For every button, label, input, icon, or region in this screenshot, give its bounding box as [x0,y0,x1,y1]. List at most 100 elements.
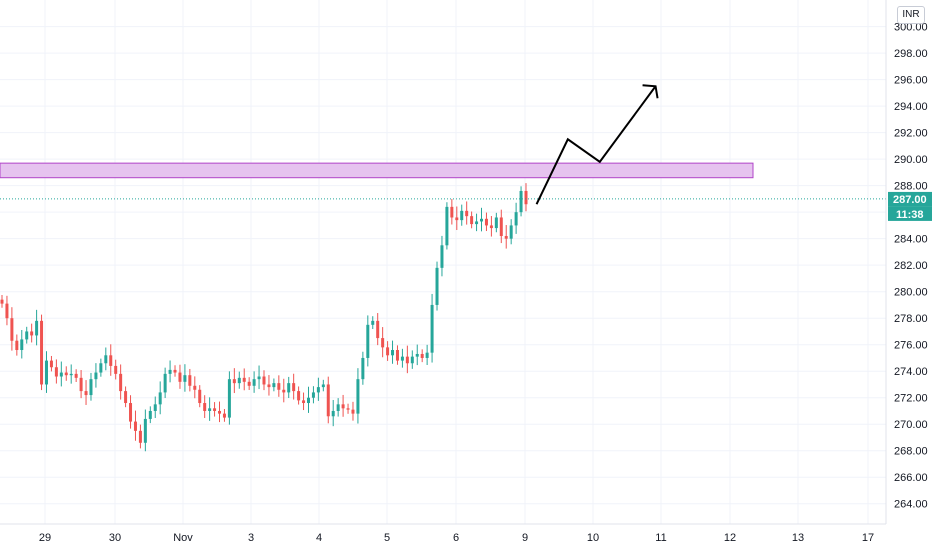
y-tick-label: 298.00 [894,48,928,60]
candle-body [484,218,488,226]
candle-body [306,397,310,404]
candle-body [519,190,523,213]
candle-body [203,403,207,411]
candle-body [356,379,360,414]
candle-body [415,353,419,357]
y-tick-label: 290.00 [894,154,928,166]
currency-label[interactable]: INR [897,6,925,24]
candle-body [371,320,375,325]
candlestick-series [0,183,528,452]
x-tick-label: 9 [522,532,528,544]
candle-body [376,320,380,339]
candle-body [74,373,78,378]
candle-body [10,318,14,341]
candle-body [158,392,162,405]
y-tick-label: 294.00 [894,101,928,113]
price-axis[interactable]: 264.00 266.00 268.00 270.00 272.00 274.00 276.… [885,0,932,524]
candle-body [425,352,429,358]
candle-body [450,206,454,218]
candle-body [138,430,142,443]
candle-body [262,376,266,385]
candle-body [173,369,177,373]
candle-body [69,373,73,376]
candle-body [99,363,103,373]
y-tick-label: 300.00 [894,22,928,34]
candle-body [124,391,128,404]
candle-body [198,389,202,404]
resistance-zone-layer [0,162,754,179]
candle-body [227,379,231,418]
candle-body [435,267,439,305]
x-tick-label: 11 [655,532,666,544]
candle-body [242,377,246,382]
candle-body [168,369,172,374]
candle-body [25,331,29,340]
y-tick-label: 288.00 [894,181,928,193]
candle-body [35,320,39,336]
resistance-zone [0,162,754,179]
candle-body [79,377,83,392]
y-tick-label: 264.00 [894,499,928,511]
arrow-head [642,84,659,99]
x-tick-label: 30 [109,532,121,544]
candle-body [336,404,340,411]
candle-body [59,372,63,377]
candle-body [277,383,281,390]
y-tick-label: 268.00 [894,446,928,458]
candle-body [509,225,513,239]
x-tick-label: 29 [39,532,51,544]
candle-body [267,384,271,388]
candle-body [311,392,315,398]
candle-body [257,376,261,380]
candle-body [148,410,152,419]
candle-body [292,383,296,392]
time-axis[interactable]: 29 30 Nov 3 4 5 6 9 10 11 12 13 17 [0,523,886,544]
candle-body [272,383,276,388]
y-tick-label: 266.00 [894,472,928,484]
x-tick-label: 13 [792,532,804,544]
x-tick-label: 6 [453,532,459,544]
candle-body [94,372,98,380]
candle-body [420,353,424,358]
candle-body [89,379,93,396]
candle-body [109,355,113,366]
candle-body [445,206,449,246]
candle-body [178,372,182,382]
candle-body [232,379,236,384]
candle-body [237,377,241,384]
candle-body [440,245,444,268]
candle-body [410,356,414,364]
y-tick-label: 284.00 [894,234,928,246]
candle-body [15,340,19,351]
x-tick-label: 17 [862,532,874,544]
last-price-value: 287.00 [893,194,927,206]
candle-body [302,400,306,404]
candle-body [504,236,508,239]
candle-body [44,360,48,385]
y-tick-label: 278.00 [894,313,928,325]
candle-body [222,413,226,418]
candle-body [119,373,123,392]
candle-body [84,391,88,396]
candle-body [247,381,251,386]
candle-body [386,347,390,356]
candle-body [480,218,484,222]
candle-body [143,418,147,443]
candle-body [0,299,4,304]
y-tick-label: 296.00 [894,75,928,87]
candle-body [30,331,34,336]
candle-body [499,217,503,237]
candle-body [524,190,528,205]
candle-body [208,408,212,411]
drawing-layer [0,84,886,205]
candle-body [381,338,385,348]
candle-body [489,225,493,229]
y-tick-label: 282.00 [894,260,928,272]
y-tick-label: 274.00 [894,366,928,378]
countdown-value: 11:38 [896,209,924,221]
x-tick-label: 12 [724,532,736,544]
x-tick-label: 4 [316,532,322,544]
candle-body [316,387,320,393]
candle-body [64,372,68,376]
